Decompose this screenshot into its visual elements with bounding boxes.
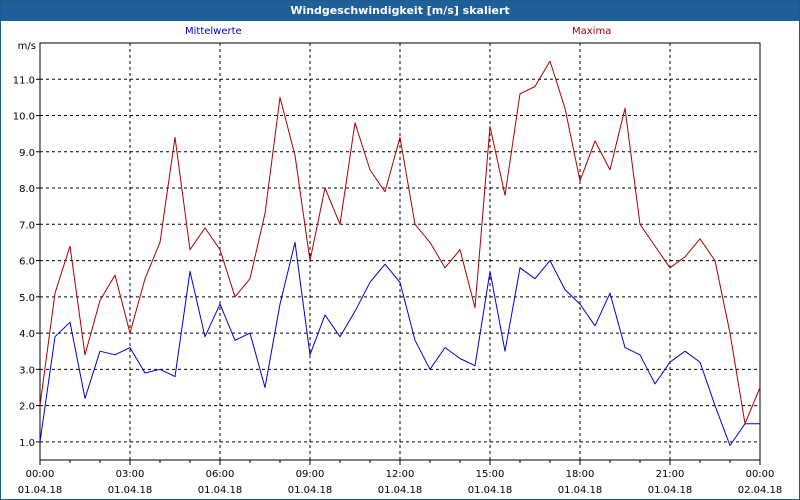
x-tick-time: 09:00 bbox=[296, 469, 325, 480]
x-tick-date: 01.04.18 bbox=[198, 485, 243, 496]
x-tick-date: 01.04.18 bbox=[108, 485, 153, 496]
x-tick-date: 02.04.18 bbox=[738, 485, 783, 496]
x-tick-time: 18:00 bbox=[566, 469, 595, 480]
x-tick-time: 03:00 bbox=[116, 469, 145, 480]
y-tick-label: 2.0 bbox=[19, 402, 35, 413]
y-tick-label: 7.0 bbox=[19, 220, 35, 231]
series-line-maxima bbox=[39, 60, 761, 425]
series-lines bbox=[39, 60, 761, 446]
y-tick-label: 4.0 bbox=[19, 329, 35, 340]
x-tick-date: 01.04.18 bbox=[648, 485, 693, 496]
x-tick-date: 01.04.18 bbox=[558, 485, 603, 496]
y-axis-unit: m/s bbox=[18, 41, 36, 52]
grid-lines bbox=[40, 43, 760, 460]
y-tick-label: 5.0 bbox=[19, 293, 35, 304]
x-tick-time: 15:00 bbox=[476, 469, 505, 480]
x-tick-time: 21:00 bbox=[656, 469, 685, 480]
series-line-mittelwerte bbox=[39, 241, 760, 446]
y-tick-label: 1.0 bbox=[19, 438, 35, 449]
y-tick-label: 9.0 bbox=[19, 148, 35, 159]
y-tick-label: 3.0 bbox=[19, 365, 35, 376]
x-tick-time: 00:00 bbox=[26, 469, 55, 480]
x-tick-time: 00:00 bbox=[746, 469, 775, 480]
y-tick-label: 11.0 bbox=[13, 75, 35, 86]
legend-mittelwerte: Mittelwerte bbox=[185, 26, 242, 37]
x-tick-date: 01.04.18 bbox=[18, 485, 63, 496]
y-tick-label: 6.0 bbox=[19, 257, 35, 268]
x-tick-date: 01.04.18 bbox=[288, 485, 333, 496]
y-axis-ticks: 1.0 2.0 3.0 4.0 5.0 6.0 7.0 8.0 9.0 10.0 11.0 bbox=[13, 75, 40, 449]
y-tick-label: 8.0 bbox=[19, 184, 35, 195]
legend-maxima: Maxima bbox=[572, 26, 612, 37]
x-axis-ticks: 00:00 01.04.18 03:00 01.04.18 06:00 01.04.18 0… bbox=[18, 460, 783, 496]
y-tick-label: 10.0 bbox=[13, 112, 35, 123]
x-tick-date: 01.04.18 bbox=[378, 485, 423, 496]
x-tick-time: 06:00 bbox=[206, 469, 235, 480]
x-tick-date: 01.04.18 bbox=[468, 485, 513, 496]
x-tick-time: 12:00 bbox=[386, 469, 415, 480]
window-title: Windgeschwindigkeit [m/s] skaliert bbox=[1, 1, 799, 21]
